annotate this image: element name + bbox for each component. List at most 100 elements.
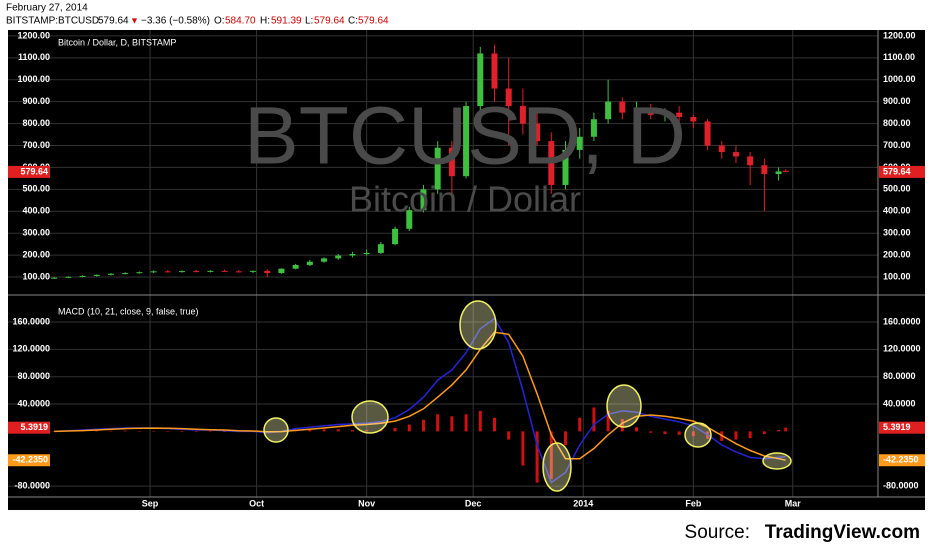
candle-body [150,271,157,273]
candle-body [363,252,370,255]
x-tick-label: Dec [465,498,482,508]
price-title: Bitcoin / Dollar, D, BITSTAMP [58,37,176,47]
y-tick-label: 1000.00 [883,74,916,84]
y-tick-label: 1000.00 [17,74,50,84]
y-tick-label: 300.00 [22,228,50,238]
candle-body [164,271,171,273]
candle-body [491,53,498,89]
y-tick-label: 700.00 [22,140,50,150]
y-tick-label: 800.00 [883,118,911,128]
y-tick-label: 1100.00 [18,52,50,62]
y-tick-label: 160.0000 [883,316,921,326]
candle-body [605,101,612,120]
y-tick-label: 1100.00 [883,52,915,62]
candle-body [335,255,342,259]
date: February 27, 2014 [6,3,88,14]
candle-body [448,147,455,177]
last-value-box [879,454,925,467]
histogram-bar [734,431,738,440]
y-tick-label: 80.0000 [17,371,50,381]
histogram-bar [606,410,610,432]
candle-body [349,254,356,256]
watermark-name: Bitcoin / Dollar [349,179,581,220]
histogram-bar [421,419,425,432]
candle-body [406,210,413,229]
watermark-symbol: BTCUSD, D [244,91,686,182]
histogram-bar [208,431,212,432]
open: 584.70 [225,16,256,27]
histogram-bar [620,419,624,432]
highlight-ellipse [762,452,792,470]
histogram-bar [578,417,582,432]
histogram-bar [223,431,227,433]
highlight-ellipse [684,422,712,448]
x-tick-label: Oct [249,498,264,508]
histogram-bar [592,407,596,432]
candle-body [761,165,768,175]
y-tick-label: 200.00 [883,249,911,259]
candle-body [661,112,668,115]
y-tick-label: 500.00 [883,184,911,194]
open-label: O: [214,16,225,27]
y-tick-label: 1200.00 [883,30,916,40]
x-tick-label: Nov [358,498,375,508]
histogram-bar [436,414,440,432]
histogram-bar [137,431,141,432]
last-value-box [8,165,50,178]
candle-body [676,112,683,118]
histogram-bar [365,430,369,432]
y-tick-label: 400.00 [883,206,911,216]
candle-body [235,271,242,273]
candle-body [122,273,129,275]
macd-title: MACD (10, 21, close, 9, false, true) [58,306,199,316]
low: 579.64 [314,16,345,27]
candle-body [590,119,597,137]
y-tick-label: 500.00 [22,184,50,194]
y-tick-label: 300.00 [883,228,911,238]
histogram-bar [109,430,113,432]
y-tick-label: 160.0000 [12,316,50,326]
candle-body [292,264,299,269]
source-label: Source: [685,522,750,543]
histogram-bar [52,431,56,432]
histogram-bar [322,429,326,432]
histogram-bar [635,427,639,432]
candle-body [534,123,541,142]
histogram-bar [521,431,525,466]
candle-body [264,270,271,274]
change: −3.36 (−0.58%) [141,16,210,27]
y-tick-label: 100.00 [883,271,911,281]
histogram-bar [379,430,383,432]
last-price: 579.64 [98,16,129,27]
histogram-bar [507,431,511,440]
histogram-bar [464,414,468,432]
candle-body [420,189,427,211]
candle-body [392,228,399,245]
high-label: H: [260,16,270,27]
x-tick-label: Sep [142,498,159,508]
y-tick-label: 1200.00 [17,30,50,40]
highlight-ellipse [263,417,289,443]
close: 579.64 [358,16,389,27]
candle-body [207,270,214,272]
y-tick-label: 900.00 [22,96,50,106]
histogram-bar [663,431,667,435]
y-tick-label: 800.00 [22,118,50,128]
histogram-bar [478,410,482,432]
histogram-bar [393,427,397,432]
x-tick-label: Mar [785,498,802,508]
last-value-label: 5.3919 [20,422,48,432]
histogram-bar [777,430,781,432]
y-tick-label: 900.00 [883,96,911,106]
histogram-bar [549,431,553,480]
down-arrow: ▼ [130,15,139,25]
candle-body [576,136,583,150]
candle-body [704,121,711,146]
low-label: L: [305,16,313,27]
last-value-box [879,165,925,178]
high: 591.39 [271,16,302,27]
candle-body [51,277,58,279]
candle-body [519,106,526,124]
candle-body [79,275,86,277]
candle-body [377,244,384,253]
